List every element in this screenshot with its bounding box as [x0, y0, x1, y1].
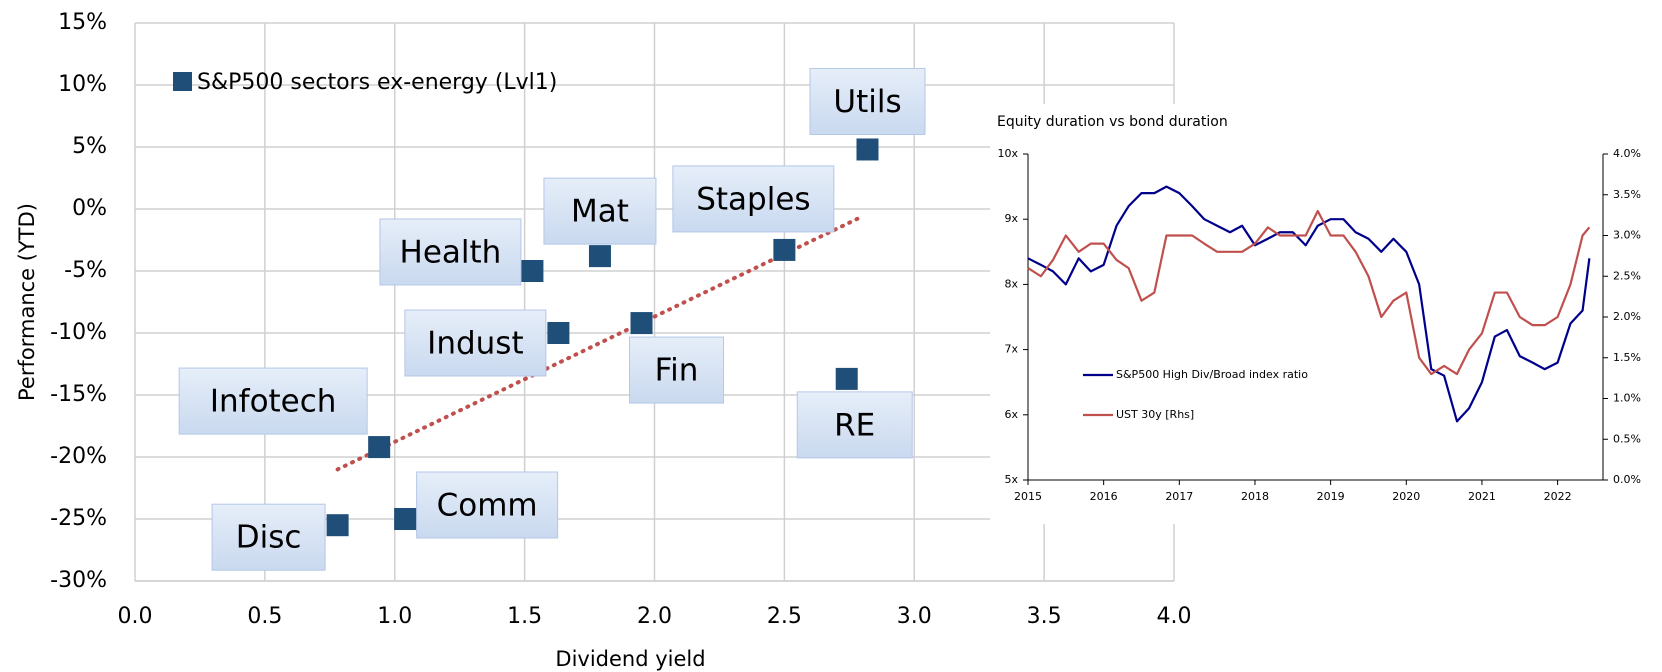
y-axis-title: Performance (YTD)	[15, 203, 39, 401]
y-tick-label: 7x	[1004, 343, 1018, 356]
point-label: Comm	[437, 488, 538, 524]
y-tick-label: -25%	[50, 506, 107, 531]
label-box	[404, 309, 547, 377]
y2-tick-label: 0.5%	[1613, 432, 1641, 445]
label-box	[629, 336, 725, 404]
y-tick-label: -20%	[50, 444, 107, 469]
point-label: RE	[834, 407, 875, 443]
point-label: Fin	[655, 353, 699, 389]
y-tick-label: -10%	[50, 320, 107, 345]
chart-title: Equity duration vs bond duration	[997, 114, 1228, 130]
x-axis-title: Dividend yield	[555, 647, 705, 671]
scatter-point	[630, 312, 653, 335]
scatter-point	[521, 260, 544, 282]
line-series	[1027, 185, 1591, 423]
scatter-point	[394, 508, 417, 530]
trendline	[335, 214, 865, 472]
y-tick-label: 10x	[997, 147, 1018, 160]
point-label: Infotech	[210, 384, 337, 420]
y-tick-label: 0%	[72, 196, 107, 221]
legend-label: S&P500 High Div/Broad index ratio	[1116, 368, 1308, 381]
label-box	[809, 67, 926, 135]
x-tick-label: 2017	[1165, 490, 1193, 503]
x-tick-label: 2015	[1014, 490, 1042, 503]
x-tick-label: 2022	[1544, 490, 1572, 503]
x-tick-label: 2018	[1241, 490, 1269, 503]
point-label: Utils	[833, 84, 901, 120]
point-label: Staples	[696, 181, 810, 217]
x-tick-label: 2.5	[767, 604, 802, 629]
line-series	[1027, 209, 1591, 376]
x-tick-label: 0.5	[247, 604, 282, 629]
y2-tick-label: 3.5%	[1613, 188, 1641, 201]
x-tick-label: 3.0	[897, 604, 932, 629]
scatter-point	[547, 322, 570, 344]
label-box	[796, 391, 913, 459]
scatter-point	[326, 514, 349, 537]
y-tick-label: -5%	[64, 258, 107, 283]
label-box	[211, 503, 326, 571]
y-tick-label: 15%	[58, 10, 107, 35]
y-tick-label: -15%	[50, 382, 107, 407]
x-tick-label: 4.0	[1157, 604, 1192, 629]
y-tick-label: 5%	[72, 134, 107, 159]
y-tick-label: -30%	[50, 568, 107, 593]
label-box	[178, 367, 368, 435]
y2-tick-label: 1.0%	[1613, 392, 1641, 405]
y2-tick-label: 4.0%	[1613, 147, 1641, 160]
legend-label: S&P500 sectors ex-energy (Lvl1)	[197, 70, 557, 95]
scatter-point	[835, 367, 858, 390]
y-tick-label: 5x	[1004, 473, 1018, 486]
y2-tick-label: 1.5%	[1613, 351, 1641, 364]
point-label: Disc	[236, 520, 302, 556]
x-tick-label: 2019	[1317, 490, 1345, 503]
scatter-point	[588, 245, 611, 268]
y-tick-label: 6x	[1004, 408, 1018, 421]
x-tick-label: 2.0	[637, 604, 672, 629]
y2-tick-label: 2.5%	[1613, 269, 1641, 282]
legend-marker	[173, 72, 192, 91]
label-box	[543, 177, 657, 245]
inset-background	[990, 104, 1662, 524]
y2-tick-label: 0.0%	[1613, 473, 1641, 486]
label-box	[416, 471, 559, 539]
x-tick-label: 1.5	[507, 604, 542, 629]
y-tick-label: 10%	[58, 72, 107, 97]
x-tick-label: 2020	[1392, 490, 1420, 503]
x-tick-label: 2021	[1468, 490, 1496, 503]
x-tick-label: 3.5	[1027, 604, 1062, 629]
scatter-point	[856, 138, 879, 161]
x-tick-label: 2016	[1090, 490, 1118, 503]
y-tick-label: 8x	[1004, 277, 1018, 290]
scatter-point	[773, 238, 796, 261]
point-label: Indust	[427, 326, 523, 362]
y2-tick-label: 3.0%	[1613, 229, 1641, 242]
x-tick-label: 0.0	[118, 604, 153, 629]
point-label: Health	[400, 235, 502, 271]
y2-tick-label: 2.0%	[1613, 310, 1641, 323]
scatter-point	[368, 436, 391, 459]
label-box	[672, 165, 835, 233]
legend-label: UST 30y [Rhs]	[1116, 408, 1194, 421]
label-box	[379, 218, 522, 286]
y-tick-label: 9x	[1004, 212, 1018, 225]
x-tick-label: 1.0	[377, 604, 412, 629]
point-label: Mat	[571, 194, 629, 230]
